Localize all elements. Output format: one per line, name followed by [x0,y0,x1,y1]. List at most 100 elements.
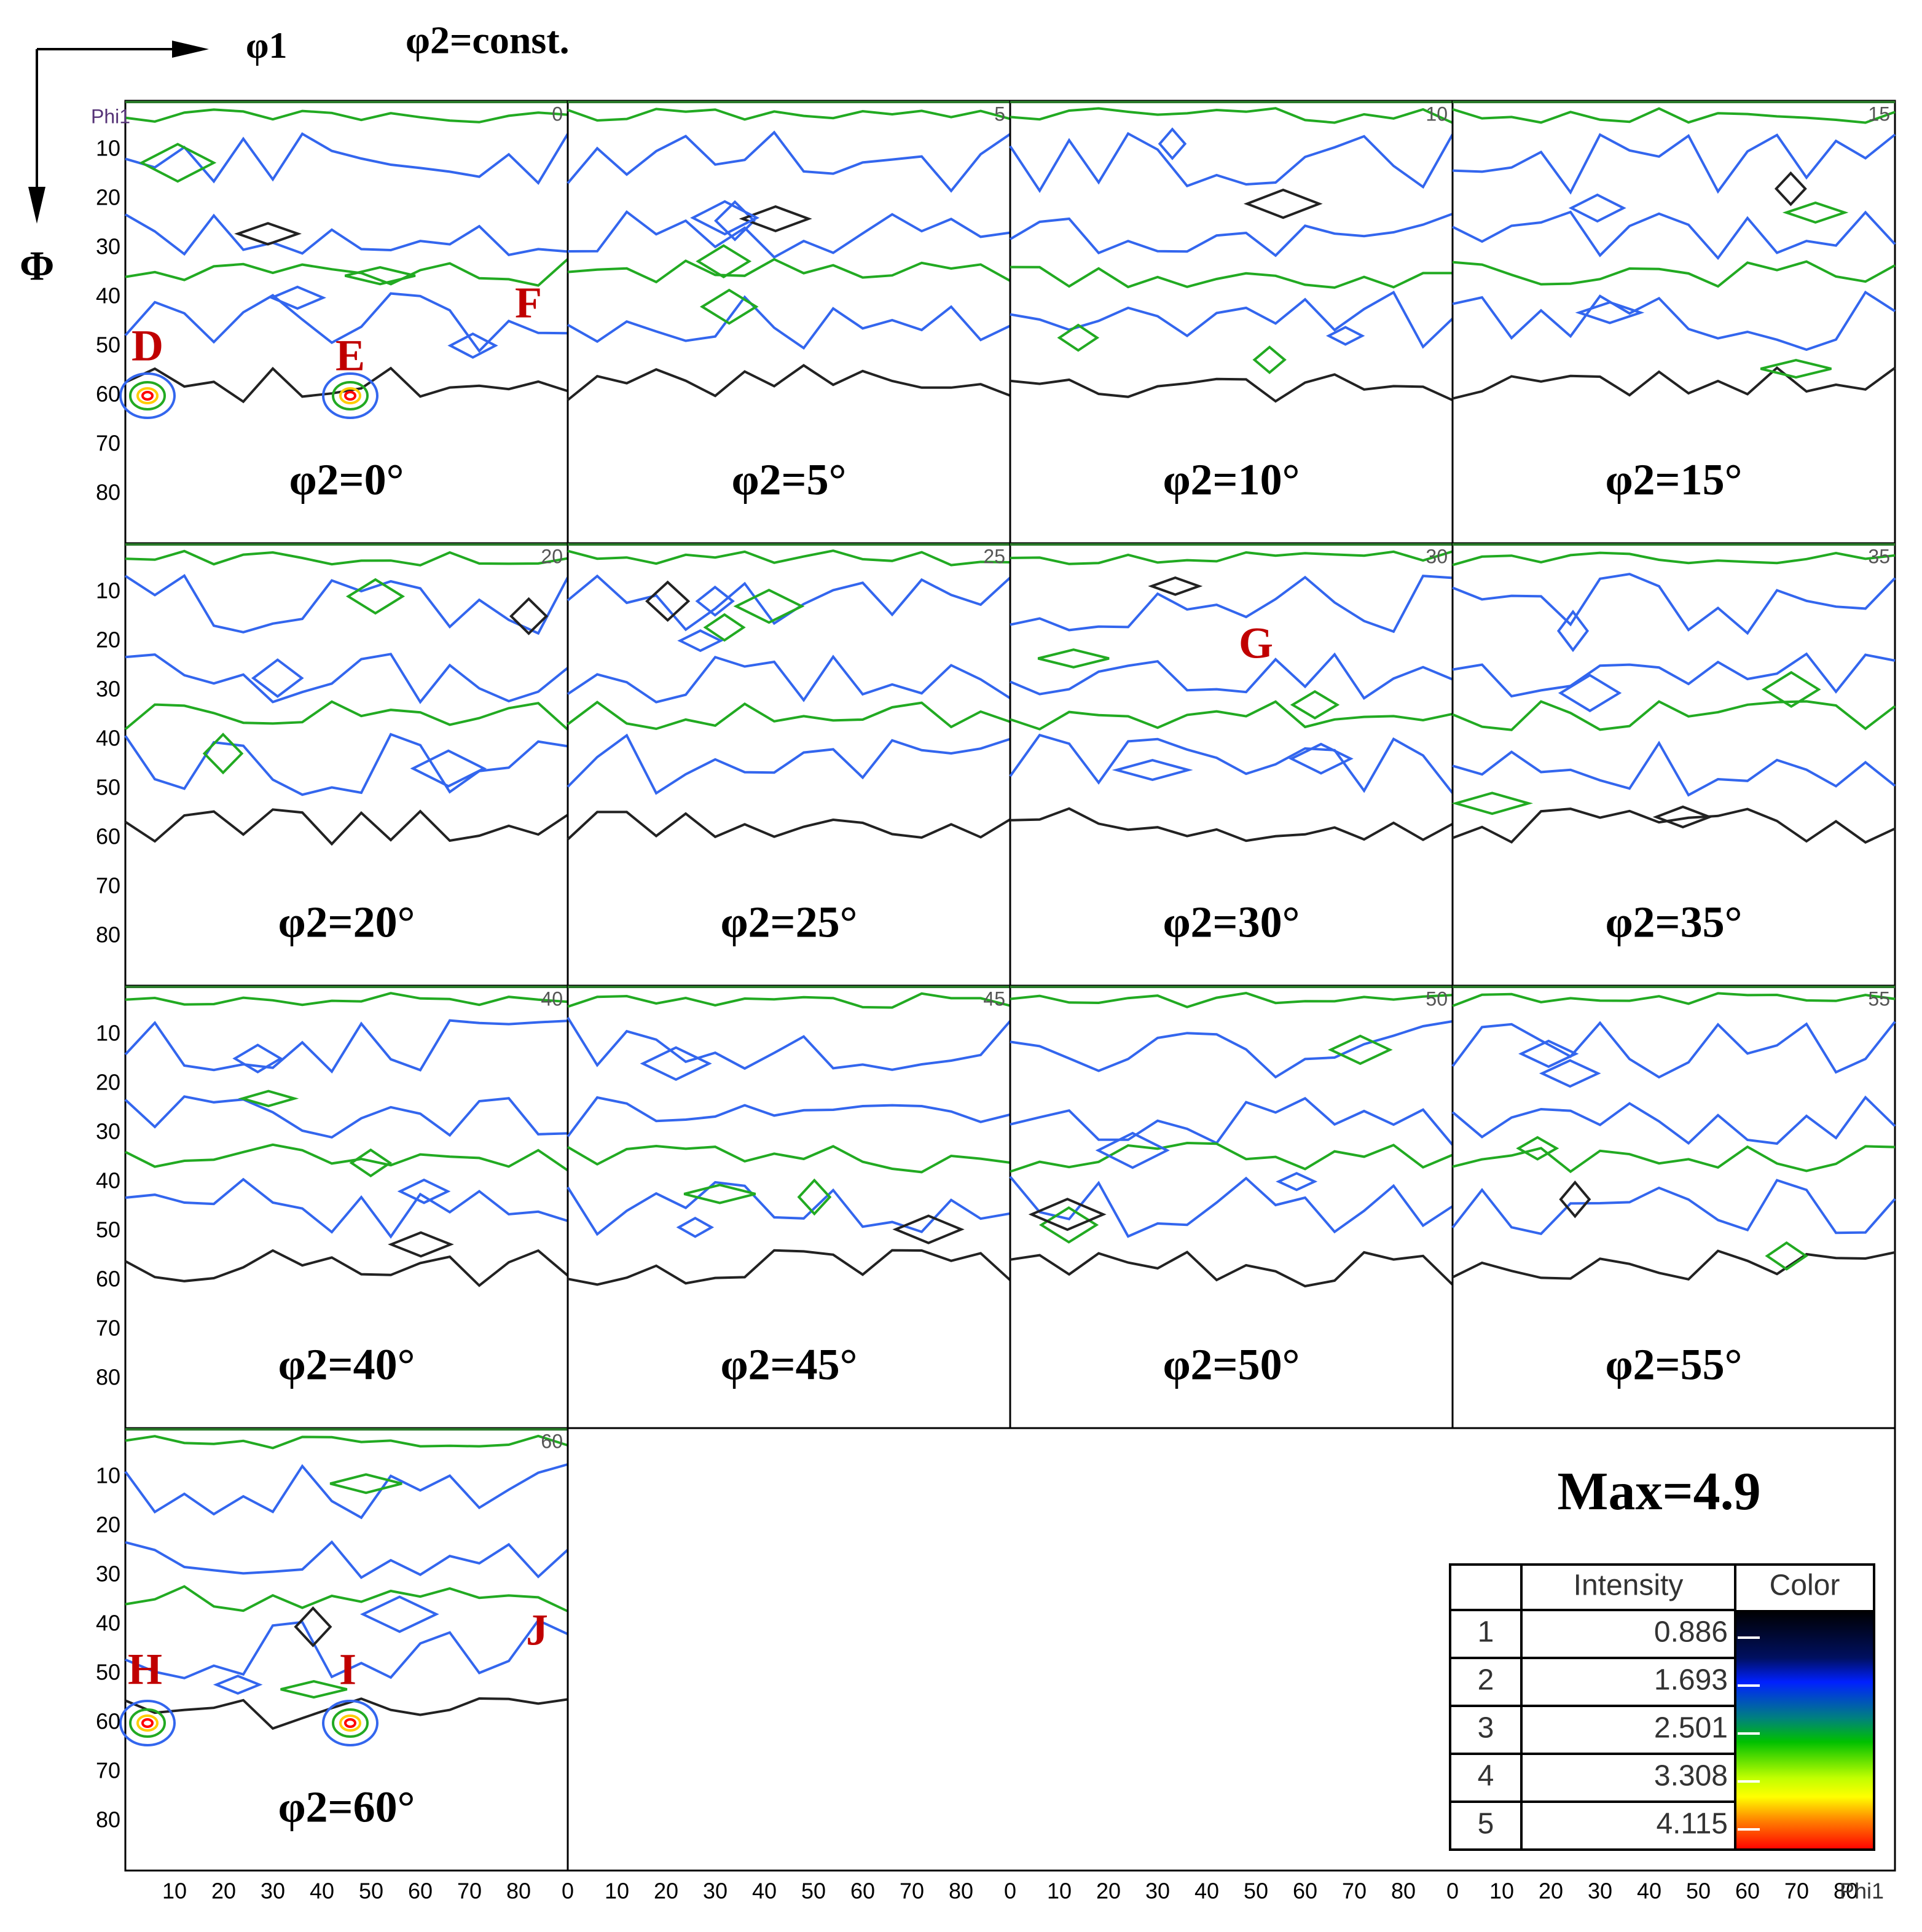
contour-loop [294,1606,332,1647]
panel-corner: 20 [541,545,563,567]
contour-loop [359,1595,439,1633]
marker-label: F [515,278,542,328]
x-tick-label: 0 [1004,1879,1016,1904]
x-tick-label: 40 [1637,1879,1661,1904]
contour [1452,740,1896,797]
contour-loop [1556,610,1590,653]
x-axis-title: Phi1 [1840,1879,1884,1904]
contour [125,1697,568,1730]
y-tick-label: 80 [96,480,120,505]
contour-loop [388,1231,454,1258]
contour [1452,366,1896,400]
legend-level: 2 [1478,1664,1494,1697]
y-tick-label: 20 [96,185,120,210]
contour [124,573,569,635]
x-tick-label: 0 [1446,1879,1459,1904]
y-tick-label: 50 [96,332,120,358]
contour [1010,991,1453,1008]
contour-loop [1057,323,1100,352]
x-tick-label: 30 [703,1879,728,1904]
contour-loop [329,1473,402,1494]
x-tick-label: 50 [801,1879,826,1904]
contour [1451,1021,1896,1079]
contour [567,701,1011,731]
contour [1010,550,1453,565]
x-tick-label: 80 [949,1879,973,1904]
x-tick-label: 60 [1735,1879,1760,1904]
contour [1451,1179,1896,1235]
y-tick-label: 40 [96,1168,120,1193]
y-tick-label: 20 [96,1512,120,1537]
x-tick-label: 60 [1293,1879,1317,1904]
contour [1010,291,1454,349]
x-tick-label: 20 [654,1879,678,1904]
contour [1010,265,1453,289]
legend-intensity: 2.501 [1654,1712,1728,1745]
panel-corner: 55 [1868,988,1890,1010]
contour [567,1096,1011,1137]
contour-loop [1037,648,1110,669]
panel-corner: 10 [1426,103,1448,125]
contour [567,733,1011,795]
legend-colorbar [1735,1610,1874,1850]
contour-loop [739,205,812,232]
x-tick-label: 50 [359,1879,383,1904]
contour-loop [1095,1131,1170,1169]
contour [567,210,1011,259]
contour-loop [1782,201,1849,224]
peak [136,1714,159,1732]
contour-loop [703,613,746,642]
peak [129,381,166,410]
marker-label: H [128,1645,162,1694]
contour-loop [269,285,327,310]
x-tick-label: 20 [1096,1879,1121,1904]
contour [1452,992,1896,1007]
y-tick-label: 30 [96,234,120,259]
panel-label: φ2=10° [1163,455,1300,505]
contour [1452,652,1896,698]
panel [1451,100,1896,544]
panel-corner: 25 [983,545,1005,567]
x-tick-label: 60 [850,1879,875,1904]
contour [124,1463,568,1520]
contour [1010,107,1453,124]
contour [567,811,1011,841]
y-tick-label: 40 [96,726,120,751]
legend-intensity: 1.693 [1654,1664,1728,1697]
contour [124,700,569,731]
contour [1451,1095,1896,1145]
peak [339,1714,361,1732]
contour [125,1177,568,1239]
contour-loop [1325,326,1365,346]
peak [322,372,379,419]
x-tick-label: 50 [1244,1879,1268,1904]
y-tick-label: 30 [96,677,120,702]
contour [125,132,569,185]
contour-loop [397,1178,451,1204]
x-tick-label: 70 [457,1879,482,1904]
contour [125,1143,569,1172]
x-tick-label: 0 [562,1879,574,1904]
peak [344,1718,356,1728]
peak [322,1700,379,1746]
y-tick-label: 50 [96,1660,120,1685]
panel-label: φ2=30° [1163,898,1300,947]
contour-loop [1761,670,1821,709]
contour-loop [280,1679,348,1699]
contour-loop [1558,673,1622,713]
contour-loop [1765,1241,1808,1271]
phi-arrowhead [28,187,45,224]
contour-loop [1148,576,1203,596]
contour-loop [410,749,487,788]
x-tick-label: 70 [1784,1879,1809,1904]
contour [1452,573,1896,635]
x-tick-label: 10 [1489,1879,1514,1904]
contour [567,130,1011,193]
y-tick-label: 60 [96,824,120,849]
y-tick-label: 80 [96,1807,120,1832]
panel [1451,542,1896,987]
contour-loop [447,332,498,359]
x-tick-label: 30 [1145,1879,1170,1904]
contour [1452,551,1896,567]
contour [125,213,568,256]
